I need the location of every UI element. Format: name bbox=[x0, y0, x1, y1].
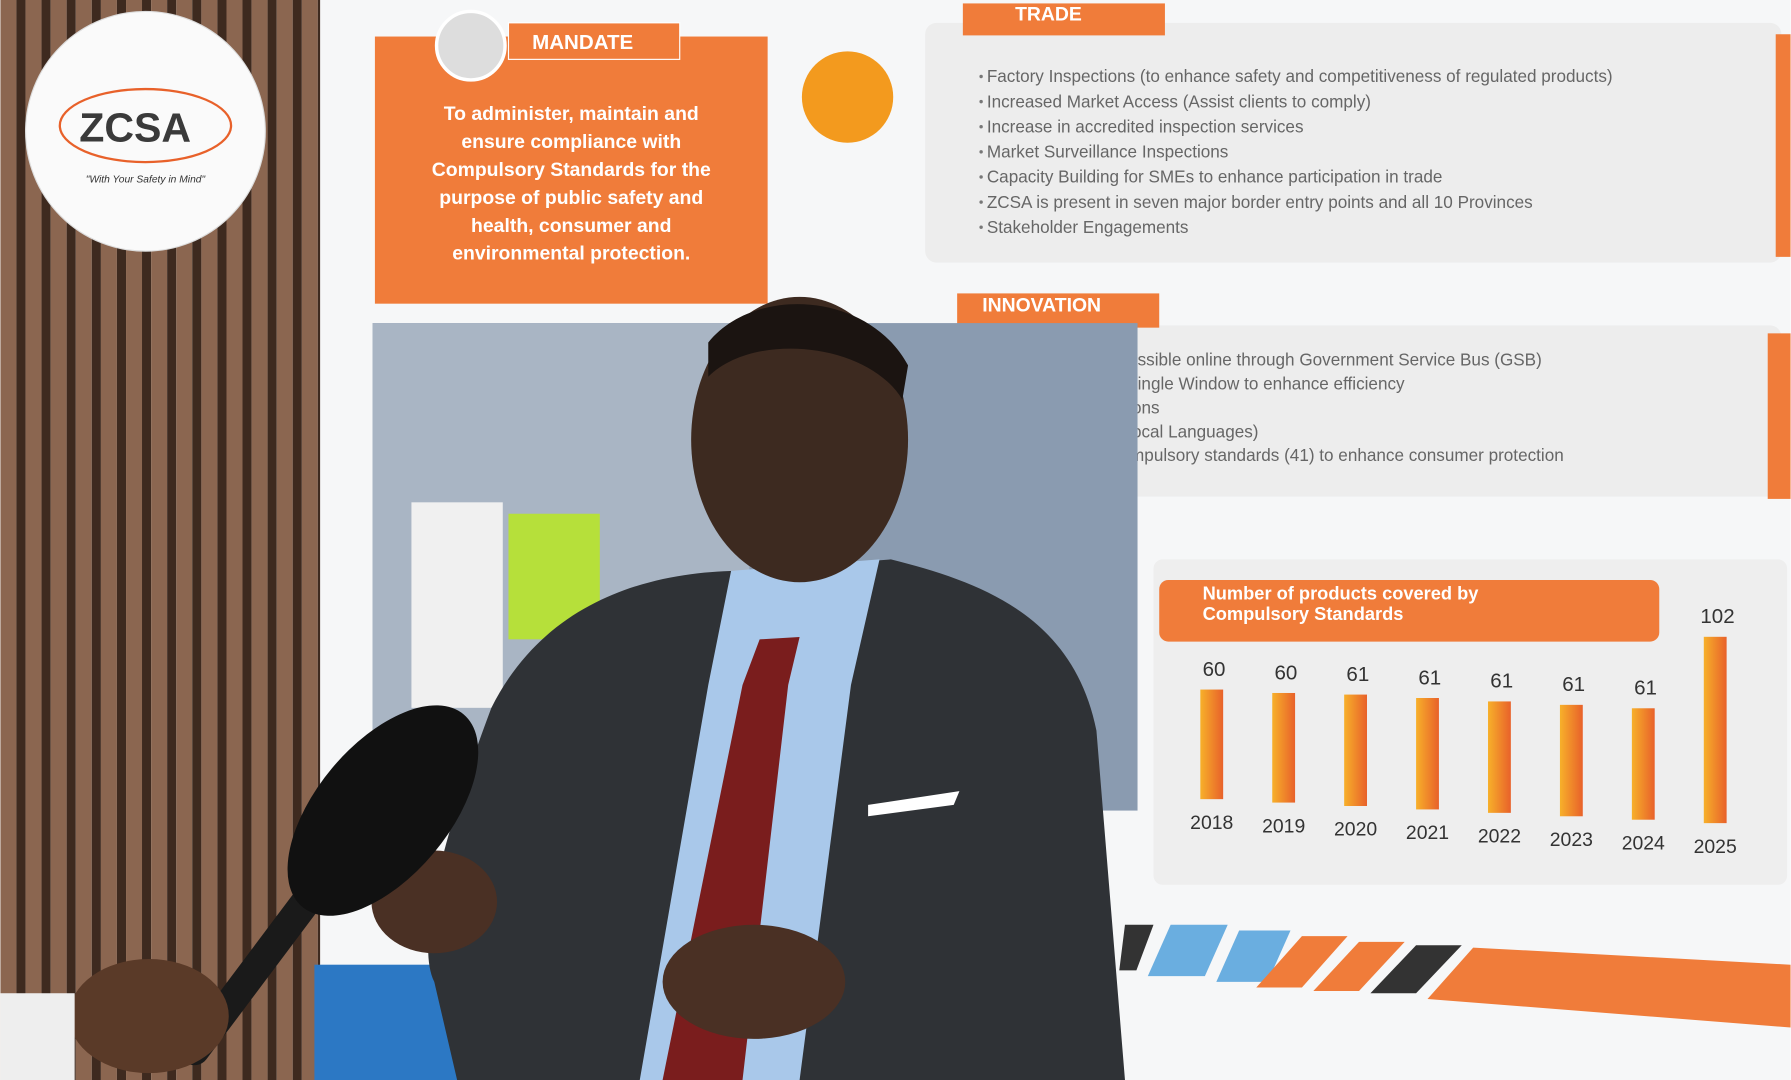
year-label: 2024 bbox=[1622, 832, 1665, 854]
value-label: 60 bbox=[1203, 658, 1226, 681]
slat-gap bbox=[142, 0, 152, 1080]
decor-stripes bbox=[1119, 924, 1791, 1028]
trade-item: Increase in accredited inspection servic… bbox=[987, 117, 1304, 136]
slat-gap bbox=[16, 0, 26, 1080]
trade-title: TRADE bbox=[1015, 4, 1082, 26]
chart-banner bbox=[1159, 579, 1660, 642]
trade-edge bbox=[1775, 34, 1791, 257]
bullet bbox=[979, 225, 983, 229]
slat-gap bbox=[242, 0, 252, 1080]
slat-gap bbox=[167, 0, 177, 1080]
year-label: 2020 bbox=[1334, 819, 1377, 841]
bullet bbox=[979, 125, 983, 129]
bar bbox=[1703, 636, 1727, 824]
bar bbox=[1272, 692, 1296, 803]
bar bbox=[1200, 689, 1224, 800]
microphone bbox=[0, 705, 479, 1080]
bar bbox=[1559, 704, 1583, 817]
year-label: 2023 bbox=[1550, 829, 1593, 851]
value-label: 61 bbox=[1490, 670, 1513, 693]
value-label: 61 bbox=[1562, 673, 1585, 696]
slat bbox=[0, 0, 17, 1080]
slat-gap bbox=[116, 0, 127, 1080]
slat bbox=[176, 0, 193, 1080]
mandate-line: health, consumer and bbox=[471, 215, 671, 237]
trade-item: Capacity Building for SMEs to enhance pa… bbox=[987, 168, 1443, 187]
mandate-line: ensure compliance with bbox=[461, 131, 681, 153]
slat bbox=[151, 0, 168, 1080]
year-label: 2025 bbox=[1694, 836, 1737, 858]
trade-tab bbox=[962, 3, 1165, 36]
innovation-title: INNOVATION bbox=[982, 295, 1101, 317]
chart-title: Number of products covered by bbox=[1203, 582, 1480, 603]
slat bbox=[251, 0, 268, 1080]
bullet bbox=[979, 175, 983, 179]
slat-gap bbox=[41, 0, 51, 1080]
cart-icon bbox=[801, 51, 894, 143]
logo-swoosh bbox=[58, 87, 233, 164]
trade-item: Stakeholder Engagements bbox=[987, 218, 1189, 237]
slat bbox=[276, 0, 293, 1080]
chart-title: Compulsory Standards bbox=[1203, 603, 1404, 624]
slat bbox=[75, 0, 92, 1080]
value-label: 102 bbox=[1700, 605, 1734, 628]
year-label: 2019 bbox=[1262, 815, 1305, 837]
mandate-line: To administer, maintain and bbox=[444, 103, 699, 125]
bar bbox=[1631, 708, 1655, 820]
bullet bbox=[979, 74, 983, 79]
bar bbox=[1344, 694, 1368, 807]
logo-tagline: "With Your Safety in Mind" bbox=[86, 175, 207, 186]
slat-gap bbox=[66, 0, 76, 1080]
shield-icon bbox=[434, 9, 507, 82]
bar bbox=[1416, 698, 1439, 810]
innovation-tab bbox=[957, 293, 1160, 328]
bar bbox=[1488, 701, 1511, 813]
slat-gap bbox=[192, 0, 202, 1080]
value-label: 61 bbox=[1418, 666, 1441, 689]
worker-coat bbox=[411, 502, 503, 708]
mandate-tab bbox=[507, 22, 681, 60]
year-label: 2022 bbox=[1478, 826, 1521, 848]
slat-gap bbox=[91, 0, 101, 1080]
slat bbox=[100, 0, 117, 1080]
slat-gap bbox=[292, 0, 302, 1080]
slat bbox=[126, 0, 143, 1080]
value-label: 61 bbox=[1346, 663, 1369, 686]
innovation-panel bbox=[930, 325, 1782, 497]
value-label: 60 bbox=[1275, 661, 1298, 684]
mandate-title: MANDATE bbox=[532, 31, 633, 54]
trade-panel bbox=[925, 22, 1782, 263]
slat bbox=[50, 0, 67, 1080]
year-label: 2021 bbox=[1406, 822, 1449, 844]
slat-gap bbox=[217, 0, 227, 1080]
bullet bbox=[979, 150, 983, 154]
bullet bbox=[979, 200, 983, 204]
logo-circle bbox=[24, 10, 266, 252]
innovation-edge bbox=[1767, 333, 1791, 499]
slat bbox=[201, 0, 218, 1080]
logo-name: ZCSA bbox=[79, 105, 191, 151]
trade-item: Market Surveillance Inspections bbox=[987, 143, 1229, 162]
bullet bbox=[979, 99, 983, 104]
trade-item: ZCSA is present in seven major border en… bbox=[987, 193, 1533, 212]
year-label: 2018 bbox=[1190, 812, 1233, 834]
trade-item: Increased Market Access (Assist clients … bbox=[987, 92, 1371, 111]
mandate-line: environmental protection. bbox=[452, 243, 690, 265]
mandate-box bbox=[374, 36, 768, 304]
value-label: 61 bbox=[1634, 677, 1657, 700]
slat bbox=[25, 0, 42, 1080]
slat-gap bbox=[267, 0, 277, 1080]
mandate-line: purpose of public safety and bbox=[439, 187, 703, 209]
slat bbox=[226, 0, 243, 1080]
mandate-line: Compulsory Standards for the bbox=[432, 159, 711, 181]
trade-item: Factory Inspections (to enhance safety a… bbox=[987, 67, 1613, 86]
